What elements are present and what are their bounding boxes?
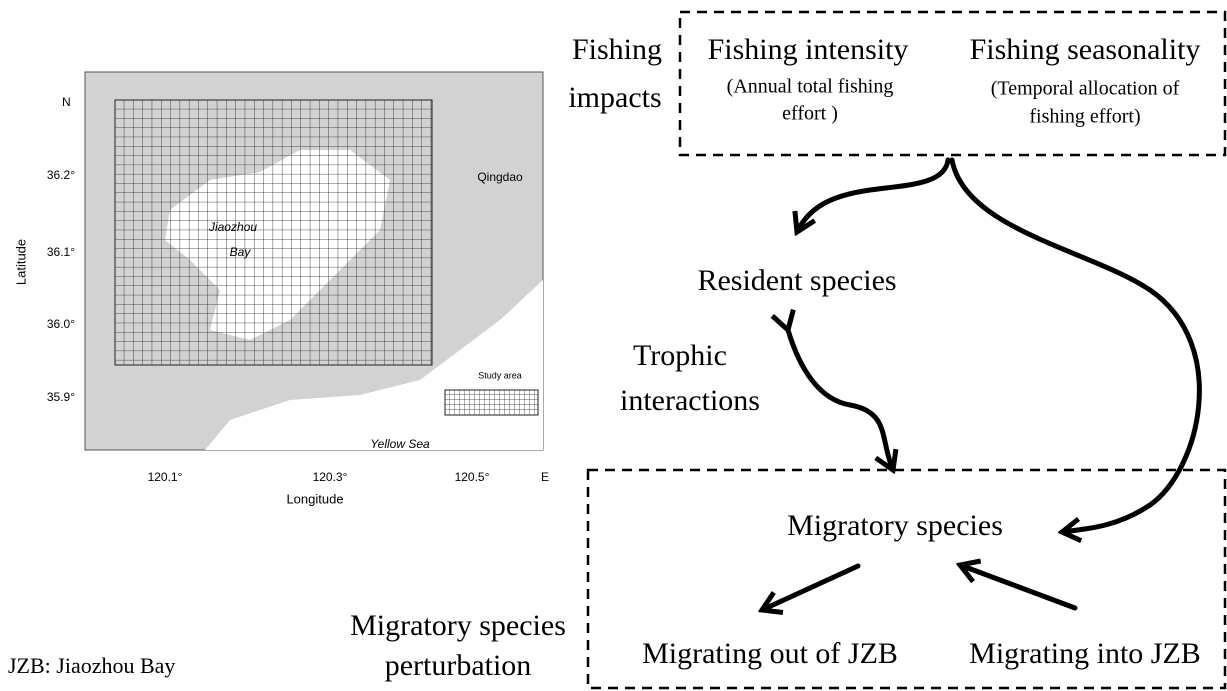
y-tick-label: 36.0° (47, 317, 75, 331)
arrow-to-migratory (949, 157, 1202, 532)
migratory-box (586, 468, 1227, 690)
y-tick-label: 35.9° (47, 390, 75, 404)
diagram: Fishing impacts Fishing intensity (Annua… (350, 10, 1227, 690)
seasonality-note: (Temporal allocation of (991, 78, 1180, 100)
trophic-label: Trophic (633, 339, 727, 372)
legend-label: Study area (478, 370, 522, 380)
perturbation-label: perturbation (385, 649, 532, 682)
intensity-note: effort ) (782, 103, 838, 125)
y-axis-label: Latitude (13, 239, 28, 285)
migrating-in: Migrating into JZB (969, 637, 1201, 670)
x-tick-label: 120.3° (313, 470, 348, 484)
seasonality-title: Fishing seasonality (970, 33, 1201, 66)
arrow-out (762, 563, 861, 610)
legend-grid (444, 389, 539, 416)
arrow-in (960, 565, 1078, 611)
intensity-note: (Annual total fishing (727, 76, 894, 98)
x-tick-label: 120.5° (455, 470, 490, 484)
trophic-label: interactions (620, 384, 760, 417)
footnote: JZB: Jiaozhou Bay (8, 653, 175, 678)
x-axis-label: Longitude (286, 491, 343, 506)
migratory-species: Migratory species (787, 509, 1003, 542)
resident-species: Resident species (697, 264, 896, 297)
sea-label: Yellow Sea (370, 437, 430, 451)
bay-label: Jiaozhou (208, 220, 257, 234)
y-tick-label: 36.1° (47, 245, 75, 259)
seasonality-note: fishing effort) (1029, 106, 1140, 128)
y-tick-label: 36.2° (47, 168, 75, 182)
north-label: N (62, 95, 71, 109)
fishing-impacts: Fishing (572, 33, 662, 66)
east-label: E (541, 470, 549, 484)
fishing-impacts: impacts (568, 81, 661, 114)
perturbation-label: Migratory species (350, 609, 566, 642)
bay-label: Bay (230, 245, 252, 259)
intensity-title: Fishing intensity (708, 33, 909, 66)
map: N E 36.2° 36.1° 36.0° 35.9° 120.1° 120.3… (13, 71, 549, 506)
migrating-out: Migrating out of JZB (642, 637, 898, 670)
model-grid (114, 99, 433, 366)
city-label: Qingdao (477, 170, 523, 184)
x-tick-label: 120.1° (148, 470, 183, 484)
arrow-to-resident (797, 157, 951, 232)
fishing-box (678, 10, 1227, 157)
arrow-trophic (788, 330, 893, 470)
